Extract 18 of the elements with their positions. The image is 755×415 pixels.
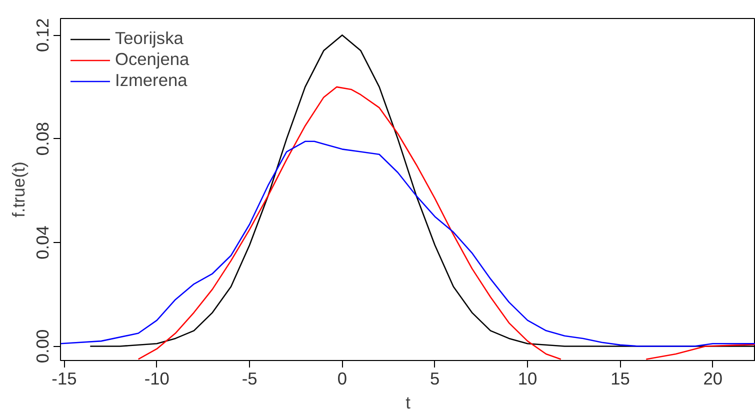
x-tick-label: 10 <box>518 368 538 388</box>
legend-label: Ocenjena <box>115 49 190 70</box>
y-tick-label: 0.00 <box>32 329 52 364</box>
legend-label: Teorijska <box>115 28 184 49</box>
x-tick-label: -10 <box>144 368 170 388</box>
y-tick-label: 0.08 <box>32 122 52 156</box>
x-tick-label: 15 <box>610 368 630 388</box>
line-series <box>60 140 755 347</box>
x-tick-label: -5 <box>242 368 258 388</box>
x-tick-label: -15 <box>52 368 77 388</box>
legend-label: Izmerena <box>115 70 188 91</box>
y-axis-title: f.true(t) <box>8 162 28 218</box>
y-tick-label: 0.12 <box>32 18 52 52</box>
y-tick-label: 0.04 <box>32 225 52 260</box>
x-tick-label: 5 <box>430 368 440 388</box>
x-axis-title: t <box>406 392 411 412</box>
x-tick-label: 0 <box>337 368 348 388</box>
x-tick-label: 20 <box>703 368 723 388</box>
